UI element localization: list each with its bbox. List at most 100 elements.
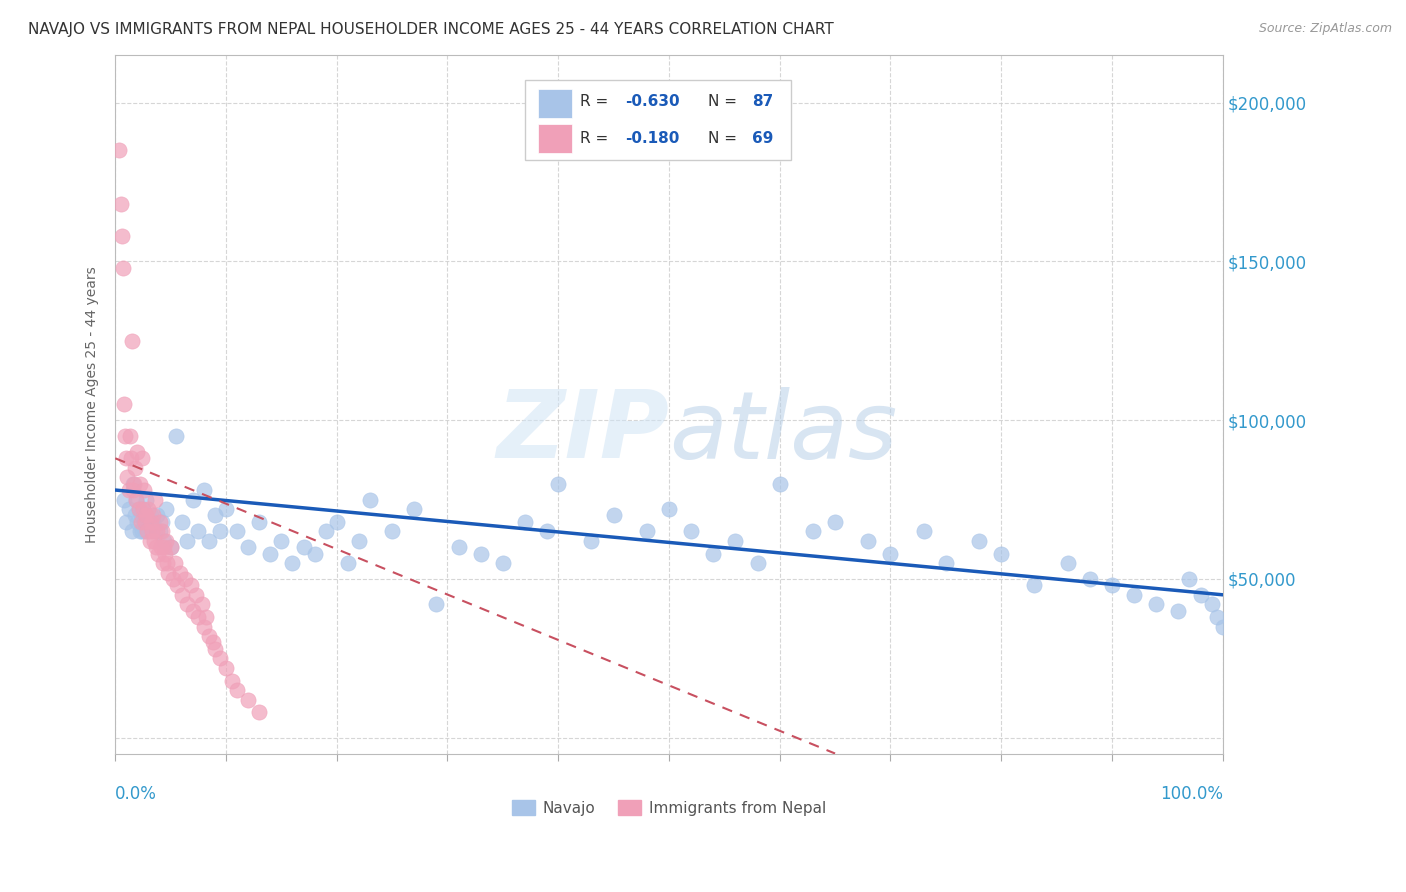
Point [236, 540, 259, 554]
Point [159, 540, 181, 554]
Point [281, 556, 304, 570]
Point [1024, 578, 1046, 592]
Text: atlas: atlas [669, 387, 897, 478]
Point [146, 524, 169, 539]
Y-axis label: Householder Income Ages 25 - 44 years: Householder Income Ages 25 - 44 years [86, 266, 100, 542]
Point [110, 197, 132, 211]
Point [165, 429, 187, 443]
Point [143, 524, 166, 539]
Point [1189, 588, 1212, 602]
Point [142, 508, 165, 523]
Point [128, 524, 150, 539]
Point [117, 502, 139, 516]
Point [824, 515, 846, 529]
Point [201, 635, 224, 649]
Point [204, 508, 226, 523]
Point [247, 515, 270, 529]
Point [111, 229, 134, 244]
Point [226, 683, 249, 698]
Point [115, 451, 138, 466]
Point [184, 588, 207, 602]
Point [121, 334, 143, 348]
Point [135, 492, 157, 507]
Point [747, 556, 769, 570]
Point [769, 476, 792, 491]
Point [129, 515, 152, 529]
Point [190, 597, 212, 611]
Point [131, 524, 153, 539]
Point [157, 566, 180, 580]
Point [156, 556, 179, 570]
Point [1206, 610, 1229, 624]
Text: R =: R = [581, 95, 613, 110]
Point [107, 144, 129, 158]
Point [149, 540, 172, 554]
Point [967, 533, 990, 548]
Point [1212, 619, 1234, 633]
Point [247, 705, 270, 719]
Text: -0.180: -0.180 [624, 131, 679, 145]
Point [1201, 597, 1223, 611]
Point [132, 502, 155, 516]
Point [112, 397, 135, 411]
Point [132, 483, 155, 497]
Point [801, 524, 824, 539]
Point [148, 547, 170, 561]
Point [125, 492, 148, 507]
Point [879, 547, 901, 561]
Point [209, 524, 232, 539]
Point [127, 445, 149, 459]
Point [132, 502, 155, 516]
Point [181, 604, 204, 618]
Point [122, 476, 145, 491]
Point [139, 515, 162, 529]
Point [381, 524, 404, 539]
Point [152, 556, 174, 570]
Point [121, 524, 143, 539]
Point [118, 429, 141, 443]
Point [198, 629, 221, 643]
Point [1167, 604, 1189, 618]
Point [195, 610, 218, 624]
Point [1144, 597, 1167, 611]
Text: 100.0%: 100.0% [1160, 785, 1223, 803]
Point [359, 492, 381, 507]
Point [724, 533, 747, 548]
FancyBboxPatch shape [538, 88, 571, 118]
Point [513, 515, 536, 529]
Point [170, 588, 193, 602]
Point [170, 515, 193, 529]
Point [198, 533, 221, 548]
Point [153, 540, 176, 554]
Point [215, 502, 238, 516]
Point [153, 547, 176, 561]
Point [315, 524, 337, 539]
Text: N =: N = [707, 95, 741, 110]
Point [127, 515, 149, 529]
Legend: Navajo, Immigrants from Nepal: Navajo, Immigrants from Nepal [512, 800, 825, 815]
Point [148, 524, 170, 539]
Text: 87: 87 [752, 95, 773, 110]
Point [143, 533, 166, 548]
Point [131, 451, 153, 466]
Point [129, 508, 152, 523]
Point [122, 483, 145, 497]
Point [134, 524, 156, 539]
Point [117, 483, 139, 497]
Point [270, 533, 292, 548]
Point [150, 515, 173, 529]
Point [336, 556, 359, 570]
Point [221, 673, 243, 688]
Point [1178, 572, 1201, 586]
Point [347, 533, 370, 548]
FancyBboxPatch shape [538, 124, 571, 153]
Point [658, 502, 681, 516]
Text: R =: R = [581, 131, 613, 145]
Point [166, 578, 188, 592]
Point [174, 572, 197, 586]
Point [114, 429, 136, 443]
Point [304, 547, 326, 561]
Point [128, 502, 150, 516]
Point [681, 524, 703, 539]
Point [702, 547, 724, 561]
